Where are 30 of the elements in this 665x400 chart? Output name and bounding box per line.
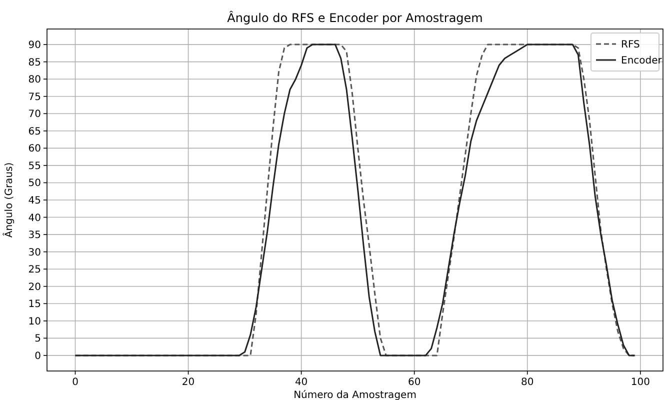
legend-label: Encoder bbox=[621, 56, 663, 66]
y-tick-label: 35 bbox=[28, 230, 41, 242]
y-tick-label: 25 bbox=[28, 264, 41, 276]
y-tick-label: 30 bbox=[28, 247, 41, 258]
y-tick-label: 20 bbox=[28, 282, 41, 293]
y-tick-label: 90 bbox=[28, 40, 41, 52]
y-tick-label: 45 bbox=[28, 196, 41, 206]
y-tick-label: 60 bbox=[28, 144, 41, 155]
y-tick-label: 0 bbox=[34, 350, 41, 362]
x-axis-title: Número da Amostragem bbox=[294, 390, 416, 400]
y-tick-label: 85 bbox=[28, 57, 41, 68]
y-tick-label: 65 bbox=[28, 126, 41, 138]
x-tick-label: 60 bbox=[408, 377, 421, 388]
y-tick-label: 5 bbox=[34, 334, 41, 345]
x-tick-label: 100 bbox=[630, 377, 650, 388]
y-tick-label: 80 bbox=[28, 74, 41, 86]
x-tick-label: 0 bbox=[72, 377, 78, 388]
x-tick-label: 20 bbox=[182, 377, 195, 388]
legend-label: RFS bbox=[621, 40, 640, 50]
x-tick-label: 80 bbox=[521, 377, 534, 388]
y-tick-label: 10 bbox=[28, 316, 41, 328]
y-tick-label: 15 bbox=[28, 299, 41, 310]
y-tick-label: 50 bbox=[28, 178, 41, 190]
chart-title: Ângulo do RFS e Encoder por Amostragem bbox=[227, 10, 483, 25]
y-tick-label: 40 bbox=[28, 212, 41, 224]
y-tick-label: 75 bbox=[28, 92, 41, 103]
x-tick-label: 40 bbox=[294, 377, 308, 388]
y-tick-label: 55 bbox=[28, 160, 41, 172]
y-tick-label: 70 bbox=[28, 109, 41, 120]
y-axis-title: Ângulo (Graus) bbox=[2, 162, 15, 238]
